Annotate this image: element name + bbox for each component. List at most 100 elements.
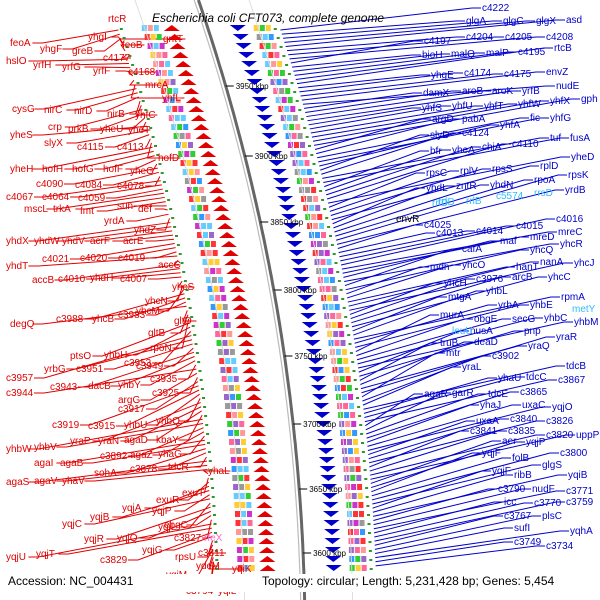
cog-block-left bbox=[176, 142, 181, 148]
reverse-gene-arrow bbox=[311, 394, 328, 400]
forward-gene-arrow bbox=[241, 358, 258, 364]
right-rna-label: rrlB bbox=[466, 196, 482, 207]
right-gene-label: c3902 bbox=[492, 351, 520, 362]
right-callout-line bbox=[356, 318, 511, 361]
right-gene-label: glgA bbox=[466, 16, 486, 27]
guide-tick-right bbox=[323, 208, 327, 210]
right-gene-label: deaD bbox=[474, 337, 498, 348]
guide-tick-left bbox=[207, 451, 211, 453]
reverse-gene-arrow bbox=[317, 439, 334, 445]
forward-gene-arrow bbox=[190, 115, 207, 121]
right-gene-label: rpoA bbox=[534, 175, 555, 186]
right-callout-line bbox=[310, 105, 483, 134]
forward-gene-arrow bbox=[237, 331, 254, 337]
guide-tick-right bbox=[319, 190, 323, 192]
left-gene-label: c3829 bbox=[100, 555, 128, 566]
left-callout-line bbox=[54, 263, 180, 281]
cog-block-left bbox=[231, 358, 237, 364]
cog-block-left bbox=[227, 421, 233, 427]
left-gene-label: yhdX bbox=[6, 236, 29, 247]
cog-block-left bbox=[243, 565, 249, 571]
guide-tick-right bbox=[368, 541, 372, 543]
cog-block-right bbox=[323, 277, 329, 283]
cog-block-left bbox=[213, 322, 219, 328]
right-rna-label: rrlD bbox=[432, 198, 448, 209]
cog-block-left bbox=[153, 25, 159, 31]
cog-block-right bbox=[302, 151, 308, 157]
right-callout-line bbox=[300, 73, 503, 97]
left-gene-label: def bbox=[138, 204, 152, 215]
cog-block-left bbox=[216, 268, 222, 274]
right-gene-label: malQ bbox=[451, 49, 475, 60]
left-callout-line bbox=[120, 406, 202, 442]
cog-block-right bbox=[356, 475, 362, 481]
cog-block-right bbox=[299, 187, 305, 193]
right-gene-label: chiA bbox=[482, 142, 502, 153]
guide-tick-right bbox=[356, 397, 359, 399]
cog-block-left bbox=[248, 547, 254, 553]
left-gene-label: c3917 bbox=[118, 404, 146, 415]
guide-tick-right bbox=[336, 271, 340, 273]
right-gene-labels: c4222 glgA glgC glgX asd c4204 c4205 c4208 c4197… bbox=[396, 3, 600, 552]
right-callout-line bbox=[355, 314, 439, 352]
cog-block-left bbox=[199, 214, 205, 220]
left-callout-line bbox=[32, 29, 119, 44]
right-callout-line bbox=[280, 7, 481, 31]
left-gene-label: yhdT bbox=[6, 261, 28, 272]
cog-block-right bbox=[280, 115, 286, 121]
forward-gene-arrow bbox=[175, 61, 192, 67]
right-callout-line bbox=[362, 355, 491, 402]
left-callout-line bbox=[106, 188, 163, 199]
right-callout-line bbox=[352, 296, 447, 332]
guide-tick-left bbox=[211, 496, 215, 498]
cog-block-left bbox=[188, 169, 194, 175]
guide-tick-left bbox=[154, 145, 157, 147]
forward-gene-arrow bbox=[220, 241, 237, 247]
reverse-gene-arrow bbox=[295, 286, 312, 292]
guide-tick-right bbox=[293, 91, 297, 93]
left-gene-label: c4084 bbox=[75, 180, 103, 191]
reverse-gene-arrow bbox=[261, 133, 278, 139]
left-callout-line bbox=[66, 339, 193, 370]
right-gene-label: aer bbox=[502, 436, 517, 447]
guide-tick-right bbox=[347, 334, 351, 336]
cog-block-right bbox=[316, 241, 322, 247]
guide-tick-right bbox=[357, 406, 361, 408]
left-gene-label: ptsO bbox=[70, 351, 91, 362]
guide-tick-left bbox=[210, 478, 214, 480]
left-callout-line bbox=[154, 208, 168, 211]
left-callout-line bbox=[112, 489, 210, 518]
cog-block-right bbox=[277, 61, 283, 67]
left-callout-line bbox=[75, 196, 165, 210]
right-callout-line bbox=[306, 90, 491, 118]
right-callout-line bbox=[301, 71, 545, 101]
left-callout-line bbox=[84, 469, 208, 482]
guide-tick-left bbox=[165, 190, 169, 192]
right-gene-label: c3800 bbox=[560, 448, 588, 459]
left-callout-line bbox=[178, 398, 201, 422]
guide-tick-left bbox=[167, 199, 171, 201]
guide-tick-left bbox=[197, 361, 201, 363]
cog-block-left bbox=[161, 88, 167, 94]
right-callout-line bbox=[339, 230, 475, 258]
left-callout-line bbox=[56, 464, 208, 482]
right-callout-line bbox=[363, 377, 497, 414]
cog-block-left bbox=[232, 412, 238, 418]
guide-tick-left bbox=[206, 433, 210, 435]
cog-block-left bbox=[217, 349, 223, 355]
forward-gene-arrow bbox=[204, 169, 221, 175]
left-callout-line bbox=[28, 460, 207, 483]
guide-tick-left bbox=[182, 271, 186, 273]
reverse-gene-arrow bbox=[322, 511, 339, 517]
right-callout-line bbox=[347, 266, 515, 303]
left-gene-label: c4177 bbox=[103, 53, 131, 64]
left-callout-line bbox=[96, 96, 140, 112]
left-gene-label: c3827 bbox=[174, 533, 202, 544]
left-gene-label: tdcR bbox=[168, 462, 189, 473]
guide-tick-right bbox=[341, 298, 345, 300]
reverse-gene-arrow bbox=[259, 124, 276, 130]
right-callout-line bbox=[284, 20, 535, 43]
reverse-gene-arrow bbox=[272, 178, 289, 184]
right-gene-label: yhcQ bbox=[530, 245, 554, 256]
left-gene-label: agaB bbox=[60, 458, 84, 469]
